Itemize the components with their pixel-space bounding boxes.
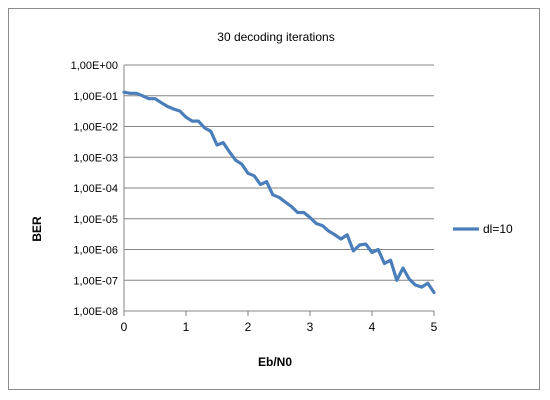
y-tick-labels: 1,00E+00 1,00E-01 1,00E-02 1,00E-03 1,00E-04…: [71, 60, 118, 318]
legend-label: dl=10: [483, 222, 513, 236]
y-tick-label: 1,00E-03: [73, 152, 118, 164]
gridlines: [124, 64, 434, 312]
x-tick-label: 4: [369, 320, 376, 334]
x-tick-label: 5: [431, 320, 438, 334]
x-tick-label: 3: [307, 320, 314, 334]
x-axis-label: Eb/N0: [258, 355, 292, 369]
y-axis-label: BER: [30, 216, 44, 242]
x-tick-labels: 0 1 2 3 4 5: [121, 311, 438, 334]
y-tick-label: 1,00E+00: [71, 60, 118, 72]
chart-title: 30 decoding iterations: [217, 30, 334, 44]
legend: dl=10: [453, 222, 513, 236]
ber-chart: 30 decoding iterations 1,00E+001,00E-011…: [30, 30, 513, 369]
series-group: [122, 90, 436, 295]
y-tick-label: 1,00E-02: [73, 122, 118, 134]
y-tick-label: 1,00E-08: [73, 306, 118, 318]
x-tick-label: 0: [121, 320, 128, 334]
axes: [123, 65, 434, 312]
y-tick-label: 1,00E-04: [73, 183, 118, 195]
y-tick-label: 1,00E-05: [73, 214, 118, 226]
x-tick-label: 2: [245, 320, 252, 334]
series-line-0: [122, 90, 436, 295]
x-tick-label: 1: [183, 320, 190, 334]
y-tick-label: 1,00E-07: [73, 275, 118, 287]
y-tick-label: 1,00E-06: [73, 245, 118, 257]
y-tick-label: 1,00E-01: [73, 91, 118, 103]
chart-frame: 30 decoding iterations 1,00E+00 1,00E-01 1…: [8, 8, 540, 390]
